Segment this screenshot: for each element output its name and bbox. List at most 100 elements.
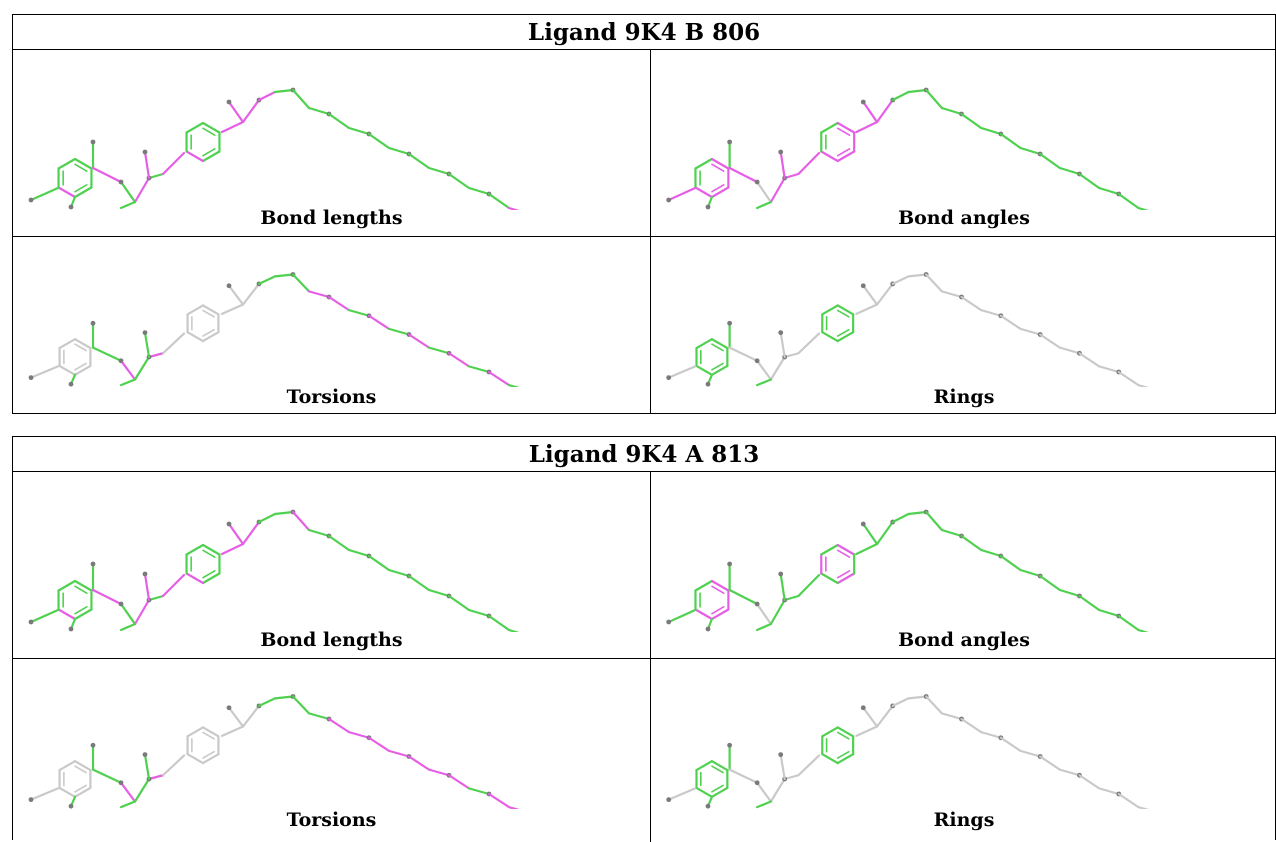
chain-bond	[291, 88, 311, 110]
atom-marker	[118, 358, 124, 364]
substituent-bond	[143, 150, 151, 180]
atom-marker	[90, 561, 96, 567]
linker-bond	[769, 176, 786, 204]
chain-bond	[960, 534, 983, 552]
ring-inner-bond	[836, 549, 851, 558]
ring-bond	[710, 157, 730, 170]
chain-bond	[999, 554, 1022, 572]
atom-marker	[118, 179, 124, 185]
atom-marker	[28, 797, 34, 803]
substituent-bond	[667, 608, 697, 624]
ring-inner-bond	[836, 309, 850, 318]
chain-bond	[907, 88, 928, 94]
atom-marker	[727, 561, 733, 567]
substituent-bond	[779, 331, 786, 359]
substituent-bond	[227, 706, 245, 728]
chain-bond	[507, 806, 520, 809]
molecule-diagram	[28, 87, 520, 210]
chain-bond	[407, 333, 431, 349]
chain-bond	[1098, 787, 1120, 796]
panel-label: Bond angles	[898, 207, 1030, 229]
ring-bond	[201, 150, 221, 163]
chain-bond	[999, 132, 1022, 150]
substituent-bond	[756, 378, 772, 387]
ring-bond	[73, 760, 92, 772]
substituent-bond	[29, 365, 60, 379]
linker-bond	[728, 768, 759, 784]
panel-label: Bond lengths	[260, 629, 403, 651]
atom-marker	[860, 283, 866, 289]
chain-bond	[487, 370, 511, 387]
chain-bond	[220, 542, 245, 556]
panel-label: Torsions	[286, 386, 377, 408]
ring-bond	[821, 304, 839, 316]
atom-marker	[727, 139, 733, 145]
ring-bond	[73, 338, 92, 350]
chain-bond	[1117, 192, 1140, 210]
atom-marker	[727, 320, 733, 326]
chain-bond	[875, 98, 894, 124]
substituent-bond	[667, 365, 697, 379]
chain-bond	[447, 352, 471, 368]
ring-bond	[201, 753, 220, 765]
chain-bond	[241, 704, 261, 728]
chain-bond	[367, 736, 391, 752]
atom-marker	[754, 358, 760, 364]
ligand-table-1: Ligand 9K4 B 806 Bond lengths Bond angle…	[12, 14, 1276, 414]
ring-inner-bond	[836, 127, 851, 136]
substituent-bond	[756, 800, 772, 809]
chain-bond	[241, 520, 261, 546]
chain-bond	[220, 725, 245, 737]
panel-rings: Rings	[651, 237, 1276, 414]
ring-bond	[57, 186, 77, 199]
ring-bond	[58, 760, 77, 772]
ring-inner-bond	[711, 362, 724, 371]
atom-marker	[28, 197, 34, 203]
chain-bond	[347, 548, 371, 558]
atom-marker	[754, 780, 760, 786]
panel-rings: Rings	[651, 659, 1276, 842]
chain-bond	[1078, 594, 1101, 612]
linker-bond	[769, 777, 786, 803]
substituent-bond	[862, 100, 879, 124]
chain-bond	[960, 295, 983, 312]
chain-bond	[427, 166, 451, 176]
linker-bond	[147, 774, 165, 781]
chain-bond	[387, 568, 411, 578]
chain-bond	[907, 695, 928, 700]
ring-bond	[821, 753, 839, 765]
chain-bond	[407, 152, 431, 170]
ring-inner-bond	[202, 309, 215, 318]
linker-bond	[756, 602, 772, 626]
chain-bond	[940, 290, 963, 299]
atom-marker	[778, 571, 784, 577]
chain-bond	[875, 704, 894, 728]
substituent-bond	[29, 787, 60, 801]
panel-bond-lengths: Bond lengths	[13, 50, 650, 236]
chain-bond	[960, 112, 983, 130]
atom-marker	[118, 780, 124, 786]
ring-bond	[73, 579, 93, 592]
ring-bond	[695, 760, 714, 772]
chain-bond	[241, 282, 261, 306]
chain-bond	[367, 314, 391, 330]
chain-bond	[387, 327, 411, 336]
ring-bond	[710, 579, 730, 592]
linker-bond	[119, 359, 137, 381]
linker-bond	[119, 602, 137, 626]
chain-bond	[347, 731, 371, 739]
atom-marker	[28, 375, 34, 381]
atom-marker	[666, 619, 672, 625]
ring-inner-bond	[711, 585, 725, 594]
ring-bond	[185, 572, 205, 585]
benzene-ring-1	[695, 760, 729, 798]
ring-inner-bond	[202, 328, 215, 337]
ring-inner-bond	[74, 362, 87, 371]
substituent-bond	[756, 200, 772, 210]
chain-bond	[907, 510, 928, 516]
molecule-diagram	[666, 694, 1149, 809]
benzene-ring-1	[694, 157, 730, 199]
ring-bond	[73, 157, 93, 170]
ring-bond	[58, 338, 77, 350]
benzene-ring-2	[821, 304, 855, 343]
